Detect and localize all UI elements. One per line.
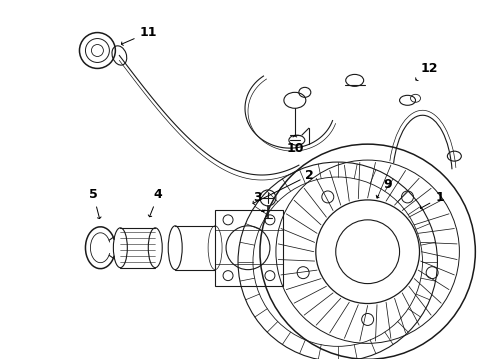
Text: 3: 3 — [254, 192, 265, 212]
Text: 6: 6 — [0, 359, 1, 360]
Text: 11: 11 — [122, 26, 157, 45]
Text: 1: 1 — [420, 192, 444, 209]
Text: 8: 8 — [0, 359, 1, 360]
Text: 10: 10 — [286, 136, 304, 155]
Text: 9: 9 — [376, 179, 392, 198]
Bar — [215, 210, 283, 285]
Text: 4: 4 — [148, 188, 163, 217]
Text: 12: 12 — [416, 62, 438, 81]
Text: 7: 7 — [0, 359, 1, 360]
Text: 5: 5 — [89, 188, 101, 219]
Text: 2: 2 — [253, 168, 314, 204]
